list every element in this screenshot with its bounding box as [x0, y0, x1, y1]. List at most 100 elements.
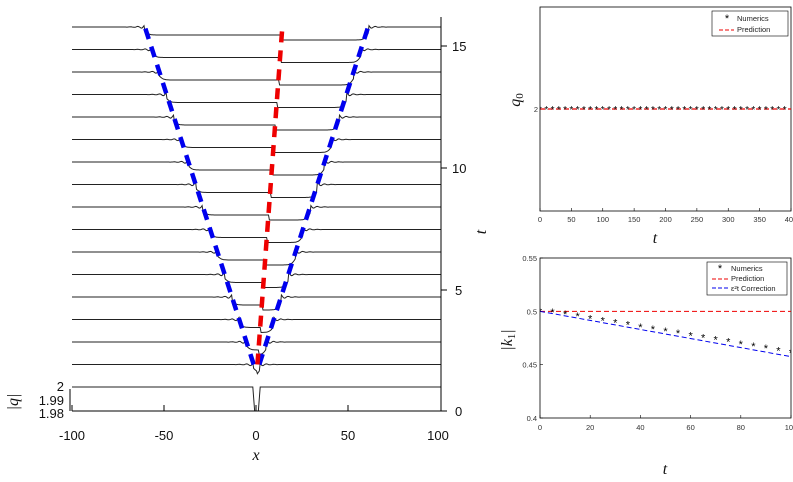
numerics-point: * [626, 320, 631, 332]
x-tick-label: -100 [59, 428, 85, 443]
profile-curve [72, 158, 441, 176]
bottom-right-x-label: t [663, 461, 668, 478]
x-tick-label: 300 [722, 215, 735, 224]
x-tick-label: 50 [341, 428, 355, 443]
profile-curve [72, 91, 441, 108]
t-tick-label: 10 [452, 161, 466, 176]
numerics-point: * [607, 105, 611, 116]
numerics-point: * [776, 105, 780, 116]
fronts-group [142, 26, 371, 366]
x-tick-label: 0 [538, 423, 542, 432]
top-right-panel: 050100150200250300350400 ***************… [507, 6, 793, 247]
numerics-point: * [626, 105, 630, 116]
numerics-point: * [613, 105, 617, 116]
bottom-right-frame [539, 257, 792, 419]
correction-line [540, 310, 791, 358]
shock-dashed-line [255, 26, 285, 365]
numerics-point: * [601, 105, 605, 116]
bottom-right-panel: 0204060801000.550.50.450.4 *************… [499, 254, 793, 478]
t-tick-label: 0 [455, 404, 462, 419]
profile-curve [72, 338, 441, 356]
numerics-point: * [664, 105, 668, 116]
numerics-point: * [726, 337, 731, 349]
x-tick-label: 350 [753, 215, 766, 224]
numerics-point: * [550, 307, 555, 319]
x-axis-label: x [251, 447, 259, 464]
left-front-dashed-line [142, 26, 256, 366]
numerics-point: * [707, 105, 711, 116]
numerics-point: * [701, 332, 706, 344]
x-tick-label: 400 [785, 215, 793, 224]
t-tick-label: 15 [452, 39, 466, 54]
numerics-point: * [783, 105, 787, 116]
legend-star-marker: * [718, 263, 723, 275]
numerics-point: * [776, 345, 781, 357]
profile-curve [72, 316, 441, 333]
profile-curve [72, 136, 441, 153]
y-tick-label: 0.4 [527, 414, 537, 423]
profile-curve [72, 271, 441, 288]
legend-label: Prediction [731, 274, 764, 283]
numerics-point: * [657, 105, 661, 116]
k1-axis-label: |k1| [499, 329, 518, 350]
numerics-point: * [620, 105, 624, 116]
numerics-point: * [613, 318, 618, 330]
numerics-point: * [670, 105, 674, 116]
profile-curve [72, 204, 441, 221]
top-right-data: * * * * * * * * * * * * * * * * * * * * * * * * * * * * * * * * * * * * * * * * [538, 105, 791, 116]
numerics-point: * [638, 105, 642, 116]
numerics-point: * [751, 105, 755, 116]
q-tick-label: 1.99 [39, 393, 64, 408]
numerics-point: * [576, 311, 581, 323]
numerics-point: * [538, 306, 543, 318]
numerics-point: * [688, 330, 693, 342]
numerics-point: * [563, 309, 568, 321]
x-tick-label: 50 [567, 215, 575, 224]
numerics-point: * [758, 105, 762, 116]
numerics-point: * [557, 105, 561, 116]
numerics-point: * [764, 343, 769, 355]
left-panel: -100 -50 0 50 100 x 2 1.99 1.98 |q| 0 5 … [5, 17, 490, 464]
numerics-point: * [695, 105, 699, 116]
numerics-point: * [733, 105, 737, 116]
numerics-point: * [770, 105, 774, 116]
y-tick-label: 0.5 [527, 307, 537, 316]
legend-label: Numerics [737, 14, 769, 23]
numerics-point: * [588, 313, 593, 325]
x-tick-label: 100 [785, 423, 793, 432]
x-tick-label: 200 [659, 215, 672, 224]
x-tick-label: 80 [737, 423, 745, 432]
numerics-point: * [538, 105, 542, 116]
x-tick-label: 150 [628, 215, 641, 224]
numerics-point: * [582, 105, 586, 116]
profile-curve [72, 226, 441, 243]
y-tick-label: 0.55 [522, 254, 537, 263]
numerics-point: * [739, 105, 743, 116]
legend-label: Numerics [731, 264, 763, 273]
profile-curve [72, 24, 441, 41]
x-tick-label: -50 [155, 428, 174, 443]
numerics-point: * [544, 105, 548, 116]
numerics-point: * [663, 326, 668, 338]
numerics-point: * [751, 341, 756, 353]
numerics-point: * [745, 105, 749, 116]
bottom-right-ticks: 0 20 40 60 80 100 0.55 0.5 0.45 0.4 [522, 254, 793, 432]
numerics-point: * [601, 315, 606, 327]
profile-curve [72, 248, 441, 266]
x-tick-label: 0 [252, 428, 259, 443]
numerics-point: * [651, 324, 656, 336]
profile-curve [72, 293, 441, 311]
top-right-legend [711, 10, 789, 37]
profile-curve [72, 113, 441, 131]
top-right-x-label: t [653, 230, 658, 247]
x-tick-label: 250 [691, 215, 704, 224]
x-tick-label: 40 [636, 423, 644, 432]
legend-star-marker: * [725, 13, 730, 25]
numerics-point: * [720, 105, 724, 116]
numerics-point: * [714, 105, 718, 116]
numerics-point: * [689, 105, 693, 116]
x-tick-label: 100 [427, 428, 449, 443]
profile-curve [72, 69, 441, 86]
t-tick-label: 5 [455, 283, 462, 298]
numerics-point: * [726, 105, 730, 116]
